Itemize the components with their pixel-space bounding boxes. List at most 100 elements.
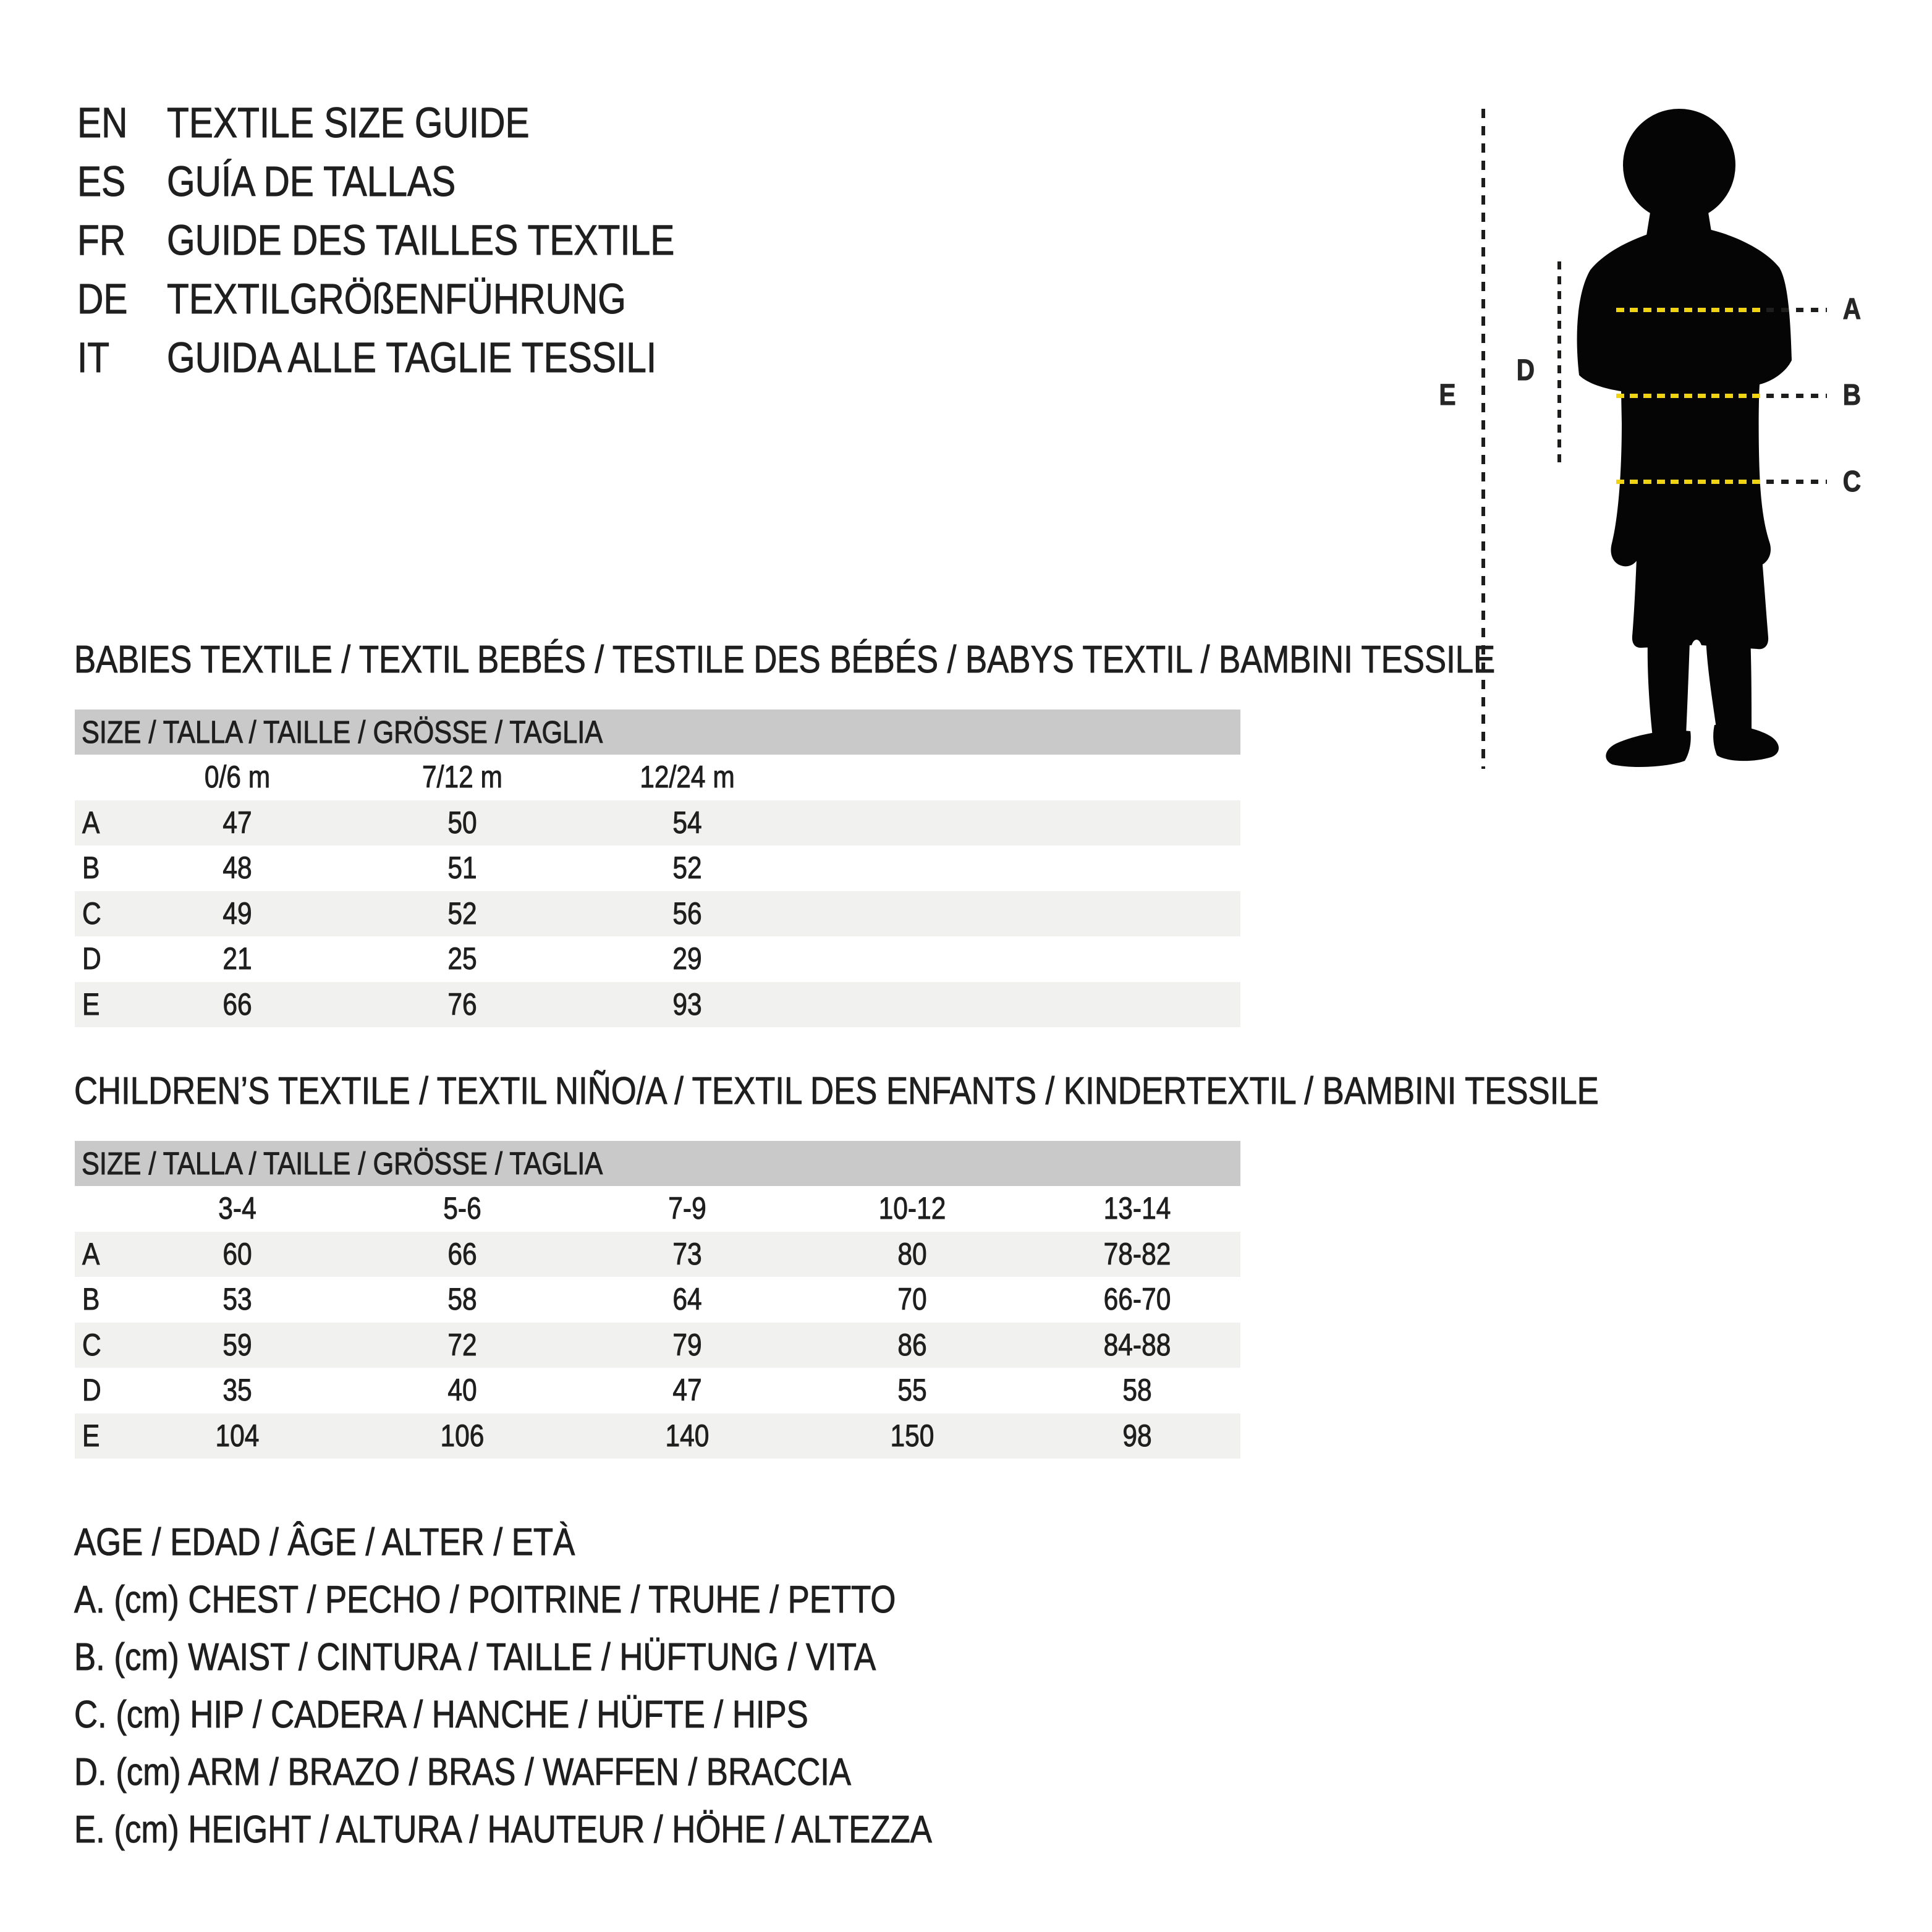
arm-label: D — [1516, 354, 1535, 388]
column-header: 10-12 — [878, 1191, 946, 1226]
cell-value: 21 — [222, 941, 252, 977]
table-row: C 49 52 56 — [75, 891, 1240, 936]
cell-value: 58 — [447, 1282, 477, 1317]
chest-label: A — [1842, 293, 1861, 326]
waist-label: B — [1842, 379, 1861, 412]
column-header: 12/24 m — [640, 760, 735, 795]
cell-value: 73 — [672, 1237, 702, 1272]
table-row: A 60 66 73 80 78-82 — [75, 1232, 1240, 1277]
column-header: 3-4 — [218, 1191, 256, 1226]
cell-value: 70 — [897, 1282, 927, 1317]
cell-value: 78-82 — [1103, 1237, 1171, 1272]
cell-value: 60 — [222, 1237, 252, 1272]
table-row: E 104 106 140 150 98 — [75, 1413, 1240, 1459]
column-header: 5-6 — [443, 1191, 481, 1226]
row-label: A — [82, 805, 100, 841]
cell-value: 58 — [1122, 1373, 1152, 1408]
table-row: E 66 76 93 — [75, 982, 1240, 1027]
column-header: 7-9 — [668, 1191, 706, 1226]
size-header-label: SIZE / TALLA / TAILLE / GRÖSSE / TAGLIA — [82, 1146, 603, 1182]
cell-value: 59 — [222, 1328, 252, 1363]
row-label: C — [82, 896, 102, 931]
guide-title: TEXTILE SIZE GUIDE — [167, 99, 530, 146]
cell-value: 52 — [672, 850, 702, 886]
language-code: ES — [77, 158, 126, 205]
cell-value: 104 — [215, 1418, 260, 1454]
legend-line-waist: B. (cm) WAIST / CINTURA / TAILLE / HÜFTU… — [74, 1636, 876, 1679]
children-size-table: SIZE / TALLA / TAILLE / GRÖSSE / TAGLIA … — [75, 1141, 1240, 1459]
cell-value: 47 — [672, 1373, 702, 1408]
row-label: E — [82, 987, 100, 1022]
language-code: IT — [77, 334, 110, 381]
legend-line-hip: C. (cm) HIP / CADERA / HANCHE / HÜFTE / … — [74, 1693, 809, 1736]
children-section-title: CHILDREN’S TEXTILE / TEXTIL NIÑO/A / TEX… — [74, 1070, 1599, 1112]
hip-connector-line — [1766, 480, 1827, 484]
cell-value: 64 — [672, 1282, 702, 1317]
cell-value: 55 — [897, 1373, 927, 1408]
legend-line-arm: D. (cm) ARM / BRAZO / BRAS / WAFFEN / BR… — [74, 1751, 852, 1794]
table-row: A 47 50 54 — [75, 800, 1240, 845]
babies-size-table: SIZE / TALLA / TAILLE / GRÖSSE / TAGLIA … — [75, 710, 1240, 1027]
column-header: 7/12 m — [422, 760, 503, 795]
guide-title: GUIDA ALLE TAGLIE TESSILI — [167, 334, 657, 381]
cell-value: 106 — [440, 1418, 485, 1454]
size-header-band: SIZE / TALLA / TAILLE / GRÖSSE / TAGLIA — [75, 710, 1240, 755]
table-row: B 48 51 52 — [75, 845, 1240, 891]
cell-value: 52 — [447, 896, 477, 931]
row-label: E — [82, 1418, 100, 1454]
cell-value: 72 — [447, 1328, 477, 1363]
waist-connector-line — [1766, 394, 1827, 398]
cell-value: 49 — [222, 896, 252, 931]
language-code: EN — [77, 99, 128, 146]
cell-value: 93 — [672, 987, 702, 1022]
table-row: B 53 58 64 70 66-70 — [75, 1277, 1240, 1322]
guide-title: TEXTILGRÖßENFÜHRUNG — [167, 275, 627, 323]
row-label: C — [82, 1328, 102, 1363]
legend-line-chest: A. (cm) CHEST / PECHO / POITRINE / TRUHE… — [74, 1578, 896, 1621]
cell-value: 66 — [447, 1237, 477, 1272]
cell-value: 48 — [222, 850, 252, 886]
size-header-label: SIZE / TALLA / TAILLE / GRÖSSE / TAGLIA — [82, 714, 603, 750]
size-header-band: SIZE / TALLA / TAILLE / GRÖSSE / TAGLIA — [75, 1141, 1240, 1186]
cell-value: 54 — [672, 805, 702, 841]
legend-line-age: AGE / EDAD / ÂGE / ALTER / ETÀ — [74, 1521, 575, 1564]
height-label: E — [1439, 379, 1456, 412]
cell-value: 51 — [447, 850, 477, 886]
table-row: D 35 40 47 55 58 — [75, 1368, 1240, 1413]
babies-column-headers: 0/6 m 7/12 m 12/24 m — [75, 755, 1240, 800]
cell-value: 79 — [672, 1328, 702, 1363]
language-code: DE — [77, 275, 128, 323]
column-header: 13-14 — [1103, 1191, 1171, 1226]
guide-title: GUÍA DE TALLAS — [167, 158, 456, 205]
row-label: B — [82, 850, 100, 886]
row-label: D — [82, 941, 102, 977]
chest-measure-line — [1616, 308, 1765, 312]
cell-value: 66 — [222, 987, 252, 1022]
babies-section-title: BABIES TEXTILE / TEXTIL BEBÉS / TESTILE … — [74, 638, 1496, 681]
row-label: A — [82, 1237, 100, 1272]
cell-value: 35 — [222, 1373, 252, 1408]
table-row: D 21 25 29 — [75, 936, 1240, 981]
chest-connector-line — [1766, 308, 1827, 312]
row-label: D — [82, 1373, 102, 1408]
cell-value: 150 — [890, 1418, 934, 1454]
cell-value: 80 — [897, 1237, 927, 1272]
row-label: B — [82, 1282, 100, 1317]
cell-value: 140 — [665, 1418, 710, 1454]
cell-value: 25 — [447, 941, 477, 977]
cell-value: 66-70 — [1103, 1282, 1171, 1317]
cell-value: 53 — [222, 1282, 252, 1317]
legend-line-height: E. (cm) HEIGHT / ALTURA / HAUTEUR / HÖHE… — [74, 1808, 933, 1851]
waist-measure-line — [1616, 394, 1765, 398]
arm-measure-line — [1557, 261, 1561, 469]
cell-value: 98 — [1122, 1418, 1152, 1454]
cell-value: 86 — [897, 1328, 927, 1363]
cell-value: 84-88 — [1103, 1328, 1171, 1363]
height-measure-line — [1481, 109, 1485, 769]
hip-measure-line — [1616, 480, 1765, 484]
cell-value: 29 — [672, 941, 702, 977]
hip-label: C — [1842, 465, 1861, 499]
table-row: C 59 72 79 86 84-88 — [75, 1323, 1240, 1368]
cell-value: 76 — [447, 987, 477, 1022]
